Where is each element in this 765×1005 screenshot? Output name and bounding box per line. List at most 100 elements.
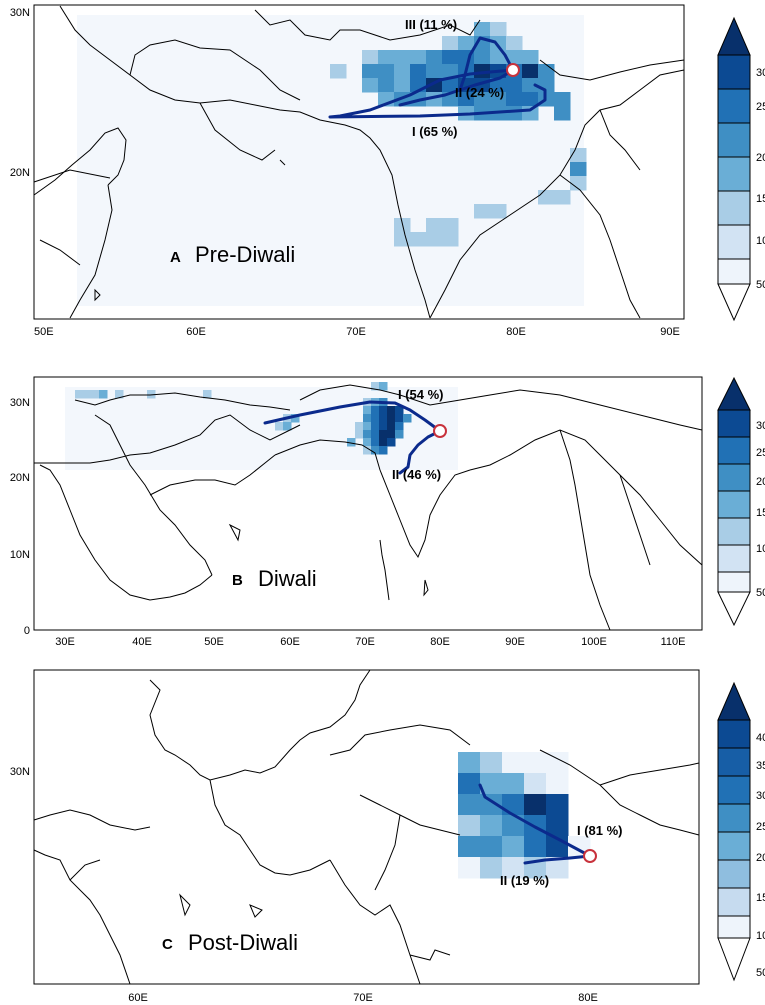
grid-cell	[458, 815, 481, 837]
panel-title: Pre-Diwali	[195, 242, 295, 267]
grid-cell	[99, 390, 108, 399]
svg-text:300: 300	[756, 67, 765, 79]
grid-cell	[442, 78, 459, 93]
panel-a-map: III (11 %) II (24 %) I (65 %) A Pre-Diwa…	[10, 4, 765, 338]
grid-cell	[387, 422, 396, 431]
grid-cell	[363, 430, 372, 439]
grid-cell	[426, 232, 443, 247]
colorbar: 400 350 300 250 200 150 100 50	[717, 681, 765, 982]
x-tick-label: 70E	[353, 992, 373, 1004]
svg-text:100: 100	[756, 930, 765, 942]
y-axis: 30N 20N 10N 0	[10, 397, 30, 637]
grid-cell	[458, 857, 481, 879]
svg-text:300: 300	[756, 420, 765, 432]
grid-cell	[442, 64, 459, 79]
grid-cell	[554, 106, 571, 121]
x-tick-label: 80E	[578, 992, 598, 1004]
grid-cell	[522, 64, 539, 79]
y-axis: 30N 20N	[10, 7, 30, 179]
grid-cell	[546, 857, 569, 879]
grid-cell	[387, 414, 396, 423]
coastlines	[33, 5, 685, 319]
grid-cell	[379, 406, 388, 415]
grid-cell	[480, 857, 503, 879]
receptor-site-marker	[506, 63, 520, 77]
grid-cell	[490, 36, 507, 51]
panel-title: Diwali	[258, 566, 317, 591]
grid-cell	[378, 50, 395, 65]
grid-cell	[474, 204, 491, 219]
grid-cell	[490, 204, 507, 219]
grid-cell	[371, 422, 380, 431]
grid-cell	[363, 422, 372, 431]
colorbar: 300 250 200 150 100 50	[717, 16, 765, 322]
grid-cell	[371, 414, 380, 423]
grid-cell	[458, 794, 481, 816]
y-tick-label: 20N	[10, 472, 30, 484]
grid-cell	[379, 446, 388, 455]
grid-cell	[379, 414, 388, 423]
grid-cell	[442, 50, 459, 65]
grid-cell	[502, 815, 525, 837]
x-tick-label: 70E	[346, 326, 366, 338]
grid-cell	[442, 36, 459, 51]
x-tick-label: 90E	[660, 326, 680, 338]
svg-text:200: 200	[756, 152, 765, 164]
svg-text:100: 100	[756, 543, 765, 555]
grid-cell	[347, 438, 356, 447]
panel-b-map: I (54 %) II (46 %) B Diwali 30E 40E 50E …	[10, 376, 765, 648]
grid-cell	[363, 406, 372, 415]
grid-cell	[355, 422, 364, 431]
grid-cell	[502, 794, 525, 816]
y-axis: 30N	[10, 766, 30, 778]
x-tick-label: 70E	[355, 636, 375, 648]
grid-cell	[394, 78, 411, 93]
grid-cell	[458, 836, 481, 858]
grid-cell	[83, 390, 92, 399]
grid-cell	[522, 50, 539, 65]
grid-cell	[410, 64, 427, 79]
svg-text:250: 250	[756, 821, 765, 833]
svg-text:50: 50	[756, 279, 765, 291]
svg-text:250: 250	[756, 101, 765, 113]
x-tick-label: 80E	[430, 636, 450, 648]
grid-cell	[394, 50, 411, 65]
grid-cell	[474, 50, 491, 65]
grid-cell	[394, 64, 411, 79]
grid-cell	[480, 794, 503, 816]
route-i	[478, 783, 592, 858]
grid-cell	[474, 22, 491, 37]
grid-cell	[378, 64, 395, 79]
grid-cell	[524, 794, 547, 816]
x-axis: 50E 60E 70E 80E 90E	[34, 326, 680, 338]
colorbar: 300 250 200 150 100 50	[717, 376, 765, 627]
grid-cell	[395, 422, 404, 431]
route-label: II (46 %)	[392, 467, 441, 482]
grid-cell	[546, 794, 569, 816]
trajectory-routes	[478, 783, 592, 865]
x-tick-label: 60E	[128, 992, 148, 1004]
grid-cell	[371, 438, 380, 447]
grid-cell	[538, 190, 555, 205]
y-tick-label: 30N	[10, 397, 30, 409]
svg-text:200: 200	[756, 476, 765, 488]
grid-cell	[395, 406, 404, 415]
grid-cell	[426, 50, 443, 65]
grid-cell	[403, 414, 412, 423]
x-tick-label: 90E	[505, 636, 525, 648]
x-tick-label: 50E	[34, 326, 54, 338]
grid-cell	[355, 430, 364, 439]
route-ii	[398, 429, 442, 475]
grid-cell	[387, 406, 396, 415]
grid-cell	[410, 50, 427, 65]
y-tick-label: 20N	[10, 167, 30, 179]
grid-cell	[379, 438, 388, 447]
grid-cell	[387, 430, 396, 439]
svg-text:200: 200	[756, 852, 765, 864]
grid-cell	[203, 390, 212, 399]
coastlines	[33, 669, 700, 985]
x-axis: 30E 40E 50E 60E 70E 80E 90E 100E 110E	[55, 636, 685, 648]
svg-text:50: 50	[756, 967, 765, 979]
grid-cell	[362, 50, 379, 65]
frequency-grid	[330, 22, 587, 247]
